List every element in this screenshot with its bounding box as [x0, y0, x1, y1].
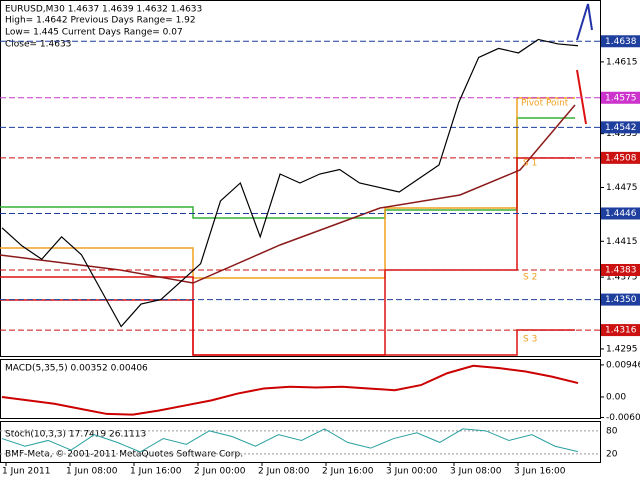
y-tick-label: -0.00604 — [606, 413, 640, 423]
pivot-label: Pivot Point — [521, 99, 569, 109]
copyright: BMF-Meta, © 2001-2011 MetaQuotes Softwar… — [5, 450, 243, 460]
y-tick-label: 1.4615 — [606, 57, 638, 67]
y-tick-label: 0.00 — [606, 392, 626, 402]
level-box — [601, 91, 640, 104]
level-label: 1.4542 — [605, 123, 637, 133]
x-tick-label: 2 Jun 00:00 — [194, 467, 246, 477]
macd-line — [1, 364, 579, 416]
main-panel — [0, 0, 601, 357]
level-label: 1.4316 — [605, 326, 637, 336]
arrow-up — [576, 3, 593, 41]
arrow-down — [576, 69, 587, 125]
level-label: 1.4638 — [605, 37, 637, 47]
header-title: EURUSD,M30 1.4637 1.4639 1.4632 1.4633 — [5, 5, 202, 15]
macd-label: MACD(5,35,5) 0.00352 0.00406 — [5, 364, 148, 374]
pivot-line — [0, 97, 575, 279]
header-info: High= 1.4642 Previous Days Range= 1.92 — [5, 16, 196, 26]
y-tick-label: 1.4535 — [606, 129, 638, 139]
x-tick-label: 2 Jun 08:00 — [258, 467, 310, 477]
x-tick-label: 1 Jun 08:00 — [66, 467, 118, 477]
x-tick-label: 3 Jun 16:00 — [514, 467, 566, 477]
y-tick-label: 1.4295 — [606, 344, 638, 354]
y-tick-label: 80 — [606, 426, 618, 436]
pivot-label: S 3 — [523, 335, 537, 345]
level-label: 1.4575 — [605, 93, 637, 103]
level-box — [601, 35, 640, 48]
pivot-label: S 1 — [523, 159, 537, 169]
level-label: 1.4446 — [605, 209, 637, 219]
level-box — [601, 324, 640, 337]
level-box — [601, 151, 640, 164]
y-tick-label: 1.4375 — [606, 273, 638, 283]
stoch-line — [1, 428, 579, 453]
pivot-label: S 2 — [523, 273, 537, 283]
level-box — [601, 293, 640, 306]
level-box — [601, 207, 640, 220]
level-box — [601, 263, 640, 276]
macd-panel — [0, 359, 601, 419]
x-tick-label: 2 Jun 16:00 — [322, 467, 374, 477]
stoch-panel — [0, 421, 601, 463]
x-tick-label: 3 Jun 00:00 — [386, 467, 438, 477]
x-tick-label: 1 Jun 16:00 — [130, 467, 182, 477]
price-line — [1, 38, 579, 328]
s1-line — [0, 157, 575, 356]
stoch-label: Stoch(10,3,3) 17.7419 26.1113 — [5, 430, 146, 440]
level-label: 1.4508 — [605, 153, 637, 163]
level-label: 1.4383 — [605, 265, 637, 275]
moving-average — [0, 104, 576, 284]
y-tick-label: 20 — [606, 449, 618, 459]
y-tick-label: 1.4415 — [606, 237, 638, 247]
level-box — [601, 121, 640, 134]
level-label: 1.4350 — [605, 295, 637, 305]
header-info: Close= 1.4633 — [5, 40, 71, 50]
y-tick-label: 0.00946 — [606, 360, 640, 370]
x-tick-label: 3 Jun 08:00 — [450, 467, 502, 477]
y-tick-label: 1.4475 — [606, 183, 638, 193]
x-tick-label: 1 Jun 2011 — [2, 467, 50, 477]
header-info: Low= 1.445 Current Days Range= 0.07 — [5, 28, 183, 38]
